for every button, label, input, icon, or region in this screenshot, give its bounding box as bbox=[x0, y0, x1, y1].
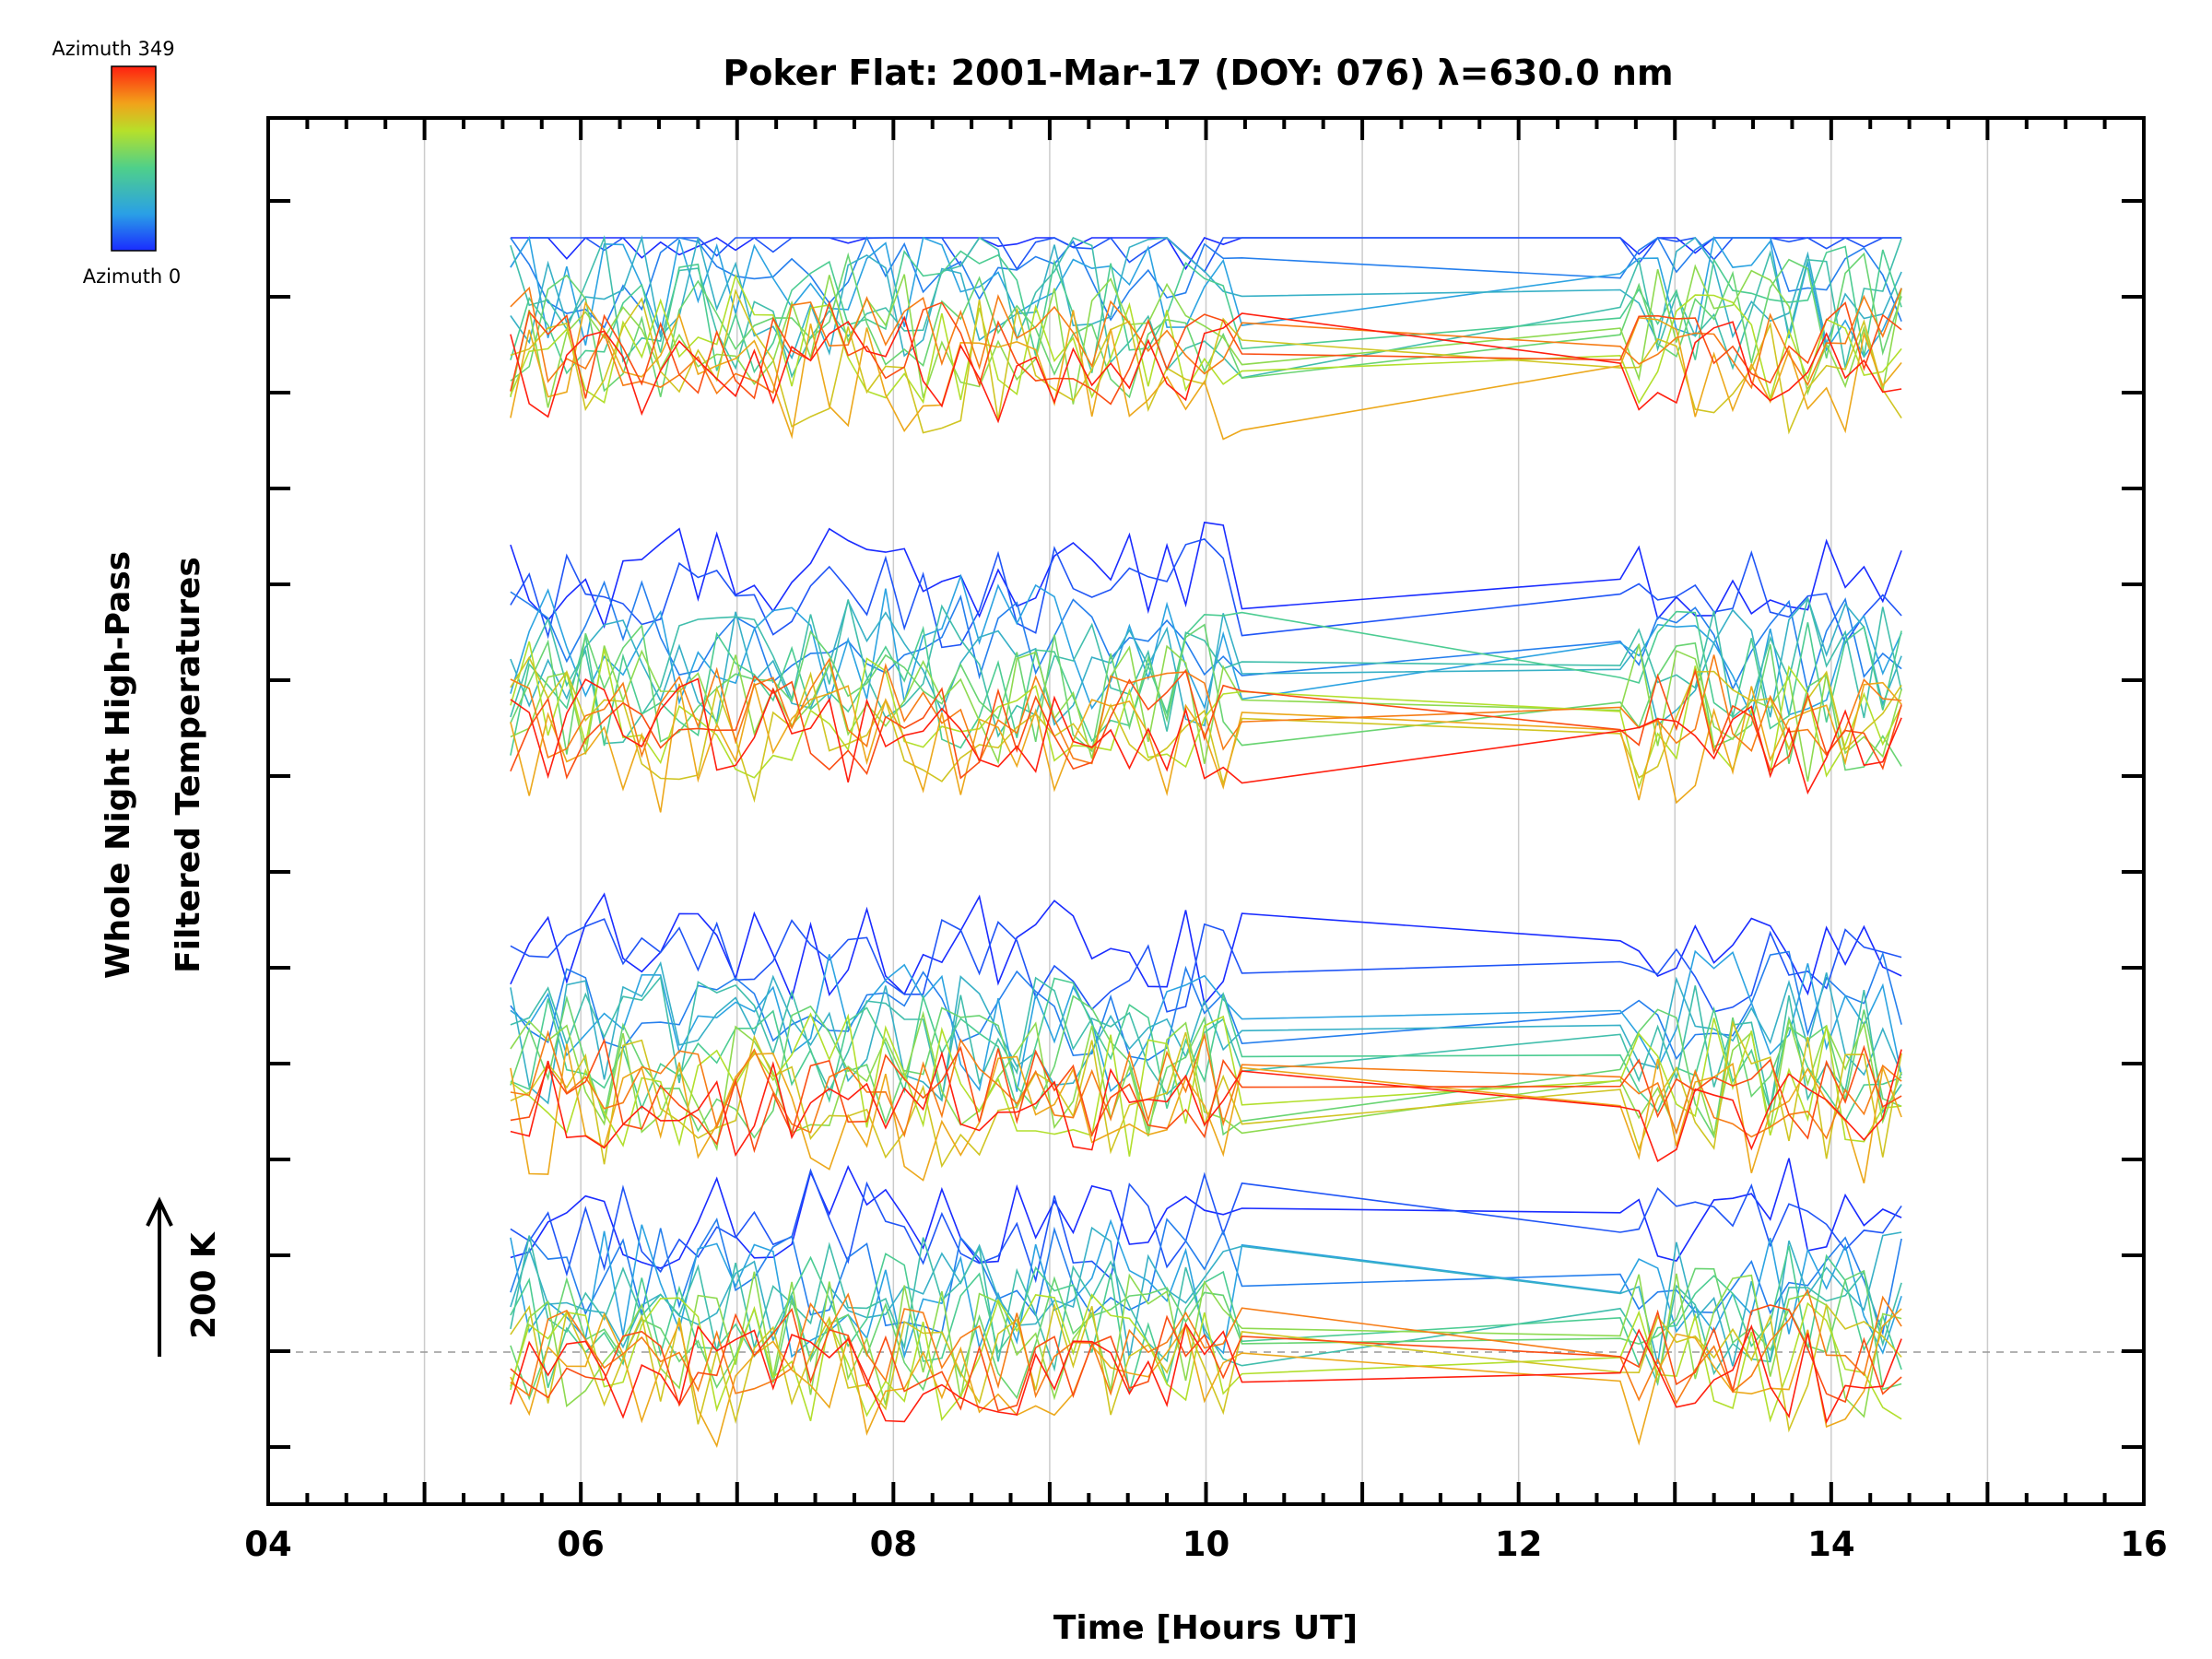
series-line bbox=[510, 1168, 1902, 1284]
grid-layer bbox=[268, 118, 2144, 1504]
tick-layer: 04 06 08 10 12 14 16 bbox=[244, 118, 2168, 1564]
series-line bbox=[510, 1012, 1902, 1157]
x-tick-label: 04 bbox=[244, 1524, 292, 1564]
series-line bbox=[510, 892, 1902, 1006]
series-line bbox=[510, 1304, 1902, 1412]
series-line bbox=[510, 1245, 1902, 1393]
x-tick-label: 06 bbox=[557, 1524, 605, 1564]
series-line bbox=[510, 573, 1902, 718]
y-axis-label-line-2: Filtered Temperatures bbox=[170, 557, 207, 973]
series-line bbox=[510, 300, 1902, 406]
series-line bbox=[510, 918, 1902, 1013]
series-line bbox=[510, 681, 1902, 813]
series-line bbox=[510, 641, 1902, 790]
series-line bbox=[510, 300, 1902, 441]
scale-bar-label: 200 K bbox=[185, 1231, 223, 1339]
series-line bbox=[510, 677, 1902, 795]
series-line bbox=[510, 1019, 1902, 1169]
series-line bbox=[510, 1271, 1902, 1418]
y-axis-label: Whole Night High-Pass Filtered Temperatu… bbox=[100, 551, 207, 979]
scale-bar: 200 K bbox=[146, 1196, 223, 1357]
chart-title: Poker Flat: 2001-Mar-17 (DOY: 076) λ=630… bbox=[723, 53, 1673, 93]
series-line bbox=[510, 521, 1902, 629]
x-axis-label: Time [Hours UT] bbox=[1053, 1609, 1358, 1647]
x-tick-label: 12 bbox=[1495, 1524, 1543, 1564]
series-line bbox=[510, 977, 1902, 1123]
colorbar-bottom-label: Azimuth 0 bbox=[83, 265, 182, 288]
series-line bbox=[510, 1158, 1902, 1269]
series-line bbox=[510, 1288, 1902, 1405]
series-line bbox=[510, 312, 1902, 424]
series-line bbox=[510, 655, 1902, 804]
series-line bbox=[510, 994, 1902, 1139]
series-line bbox=[510, 623, 1902, 771]
series-line bbox=[510, 1293, 1902, 1423]
colorbar-top-label: Azimuth 349 bbox=[52, 38, 174, 60]
series-line bbox=[510, 597, 1902, 745]
x-tick-label: 10 bbox=[1182, 1524, 1230, 1564]
y-axis-label-line-1: Whole Night High-Pass bbox=[100, 551, 137, 979]
series-line bbox=[510, 1038, 1902, 1154]
series-line bbox=[510, 234, 1902, 360]
series-line bbox=[510, 949, 1902, 1093]
x-tick-label: 08 bbox=[870, 1524, 918, 1564]
series-line bbox=[510, 235, 1902, 359]
series-line bbox=[510, 1049, 1902, 1162]
series-line bbox=[510, 1322, 1902, 1425]
series-layer bbox=[510, 234, 1902, 1449]
azimuth-colorbar bbox=[111, 65, 157, 252]
series-line bbox=[510, 1226, 1902, 1367]
series-line bbox=[510, 1308, 1902, 1449]
series-line bbox=[510, 274, 1902, 405]
series-line bbox=[510, 643, 1902, 782]
series-line bbox=[510, 537, 1902, 649]
series-line bbox=[510, 264, 1902, 408]
series-line bbox=[510, 288, 1902, 435]
series-line bbox=[510, 580, 1902, 695]
x-tick-label: 14 bbox=[1807, 1524, 1855, 1564]
series-line bbox=[510, 1235, 1902, 1386]
scale-arrow-head bbox=[146, 1196, 173, 1227]
series-line bbox=[510, 252, 1902, 399]
series-line bbox=[510, 236, 1902, 329]
series-line bbox=[510, 667, 1902, 780]
series-line bbox=[510, 596, 1902, 727]
series-line bbox=[510, 286, 1902, 395]
x-tick-label: 16 bbox=[2120, 1524, 2168, 1564]
